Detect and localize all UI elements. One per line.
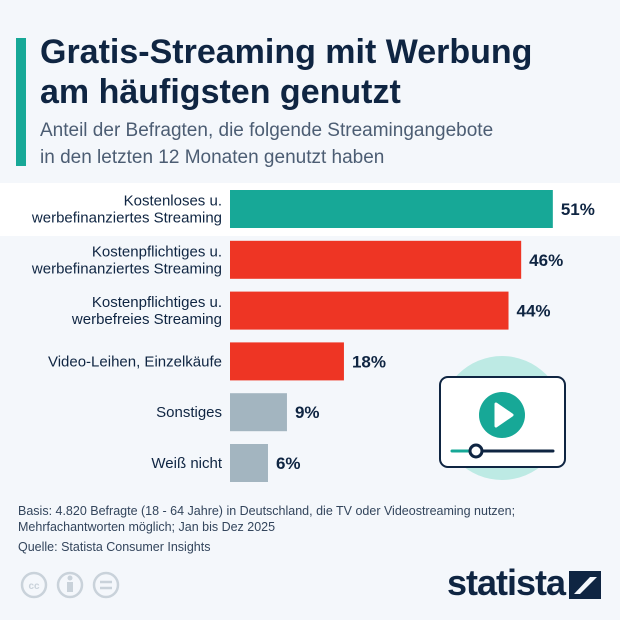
bar <box>230 240 522 279</box>
page-title: Gratis-Streaming mit Werbung am häufigst… <box>40 32 532 112</box>
category-label: Weiß nicht <box>151 455 222 472</box>
value-label: 9% <box>295 403 320 422</box>
category-label: werbefinanziertes Streaming <box>31 210 222 227</box>
basis-note: Basis: 4.820 Befragte (18 - 64 Jahre) in… <box>18 503 515 535</box>
bar <box>230 342 344 381</box>
title-line: am häufigsten genutzt <box>40 73 401 111</box>
bar <box>230 291 509 330</box>
title-line: Gratis-Streaming mit Werbung <box>40 33 533 71</box>
category-label: Sonstiges <box>156 404 222 421</box>
basis-line: Mehrfachantworten möglich; Jan bis Dez 2… <box>18 520 276 534</box>
category-label: werbefinanziertes Streaming <box>31 260 222 277</box>
value-label: 46% <box>529 251 563 270</box>
value-label: 51% <box>561 200 595 219</box>
subtitle-line: Anteil der Befragten, die folgende Strea… <box>40 120 494 141</box>
category-label: Video-Leihen, Einzelkäufe <box>48 353 222 370</box>
bar <box>230 393 287 432</box>
accent-bar <box>16 38 26 166</box>
video-player-icon <box>439 356 566 480</box>
bar <box>230 190 553 228</box>
category-label: Kostenloses u. <box>124 193 222 210</box>
subtitle: Anteil der Befragten, die folgende Strea… <box>40 117 493 171</box>
source-note: Quelle: Statista Consumer Insights <box>18 540 211 554</box>
value-label: 18% <box>352 352 386 371</box>
category-label: Kostenpflichtiges u. <box>92 243 222 260</box>
basis-line: Basis: 4.820 Befragte (18 - 64 Jahre) in… <box>18 504 516 518</box>
category-label: werbefreies Streaming <box>71 311 222 328</box>
statista-logo: statista <box>447 562 566 603</box>
value-label: 6% <box>276 454 301 473</box>
bar <box>230 444 268 482</box>
value-label: 44% <box>517 302 551 321</box>
category-label: Kostenpflichtiges u. <box>92 294 222 311</box>
subtitle-line: in den letzten 12 Monaten genutzt haben <box>40 147 385 168</box>
